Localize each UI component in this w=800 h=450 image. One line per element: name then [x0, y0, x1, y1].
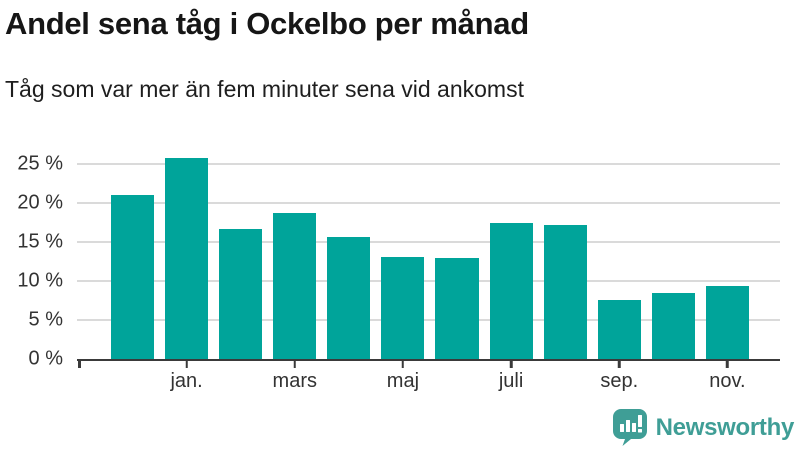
x-axis-tick-maj — [401, 361, 405, 368]
chart-subtitle: Tåg som var mer än fem minuter sena vid … — [5, 76, 524, 102]
bar-slot-juli: juli — [489, 145, 533, 392]
gridline-5 — [77, 318, 780, 321]
y-axis-label-10: 10 % — [17, 269, 63, 292]
bar-slot-maj: maj — [381, 145, 425, 392]
x-axis-tick-nov — [726, 361, 729, 368]
bar-slot-jan: jan. — [165, 145, 209, 392]
bar-slot-aug — [543, 145, 587, 359]
y-axis-label-25: 25 % — [17, 152, 63, 175]
bar-juli — [489, 223, 533, 359]
bar-slot-dec — [111, 145, 155, 359]
bar-dec — [111, 195, 155, 359]
y-axis-label-5: 5 % — [28, 308, 63, 331]
x-axis-tick-mars — [293, 361, 297, 368]
newsworthy-brand-name: Newsworthy — [655, 413, 795, 441]
bar-slot-sep: sep. — [597, 145, 641, 392]
bar-nov — [705, 286, 749, 359]
gridline-20 — [77, 201, 780, 204]
gridline-15 — [77, 240, 780, 243]
newsworthy-speech-bubble-chart-icon — [612, 409, 647, 446]
bar-feb — [219, 228, 263, 359]
x-axis-label-sep: sep. — [600, 370, 639, 392]
bar-sep — [597, 300, 641, 359]
bar-apr — [327, 237, 371, 359]
x-axis-label-maj: maj — [386, 370, 420, 392]
bar-mars — [273, 212, 317, 359]
x-axis-label-jan: jan. — [170, 370, 203, 392]
bar-juni — [435, 258, 479, 359]
bar-slot-apr — [327, 145, 371, 359]
x-axis-tick-sep — [617, 361, 621, 368]
bar-maj — [381, 257, 425, 359]
newsworthy-logo[interactable]: Newsworthy — [612, 409, 795, 446]
x-axis-origin-tick — [78, 361, 81, 368]
y-axis-label-20: 20 % — [17, 191, 63, 214]
bar-aug — [543, 224, 587, 359]
bar-slot-nov: nov. — [705, 145, 749, 392]
bar-okt — [651, 293, 695, 359]
x-axis-line — [77, 358, 780, 361]
bar-chart-plot-area: 0 % 5 % 10 % 15 % 20 % 25 % jan. mars maj juli se… — [17, 145, 780, 392]
bar-jan — [165, 158, 209, 359]
gridline-25 — [77, 162, 780, 165]
bar-slot-okt — [651, 145, 695, 359]
x-axis-label-mars: mars — [272, 370, 317, 392]
x-axis-label-juli: juli — [498, 370, 524, 392]
chart-title: Andel sena tåg i Ockelbo per månad — [5, 6, 529, 41]
x-axis-label-nov: nov. — [709, 370, 746, 392]
y-axis-label-15: 15 % — [17, 230, 63, 253]
bar-slot-feb — [219, 145, 263, 359]
bar-slot-juni — [435, 145, 479, 359]
y-axis-label-0: 0 % — [28, 347, 63, 370]
bars-layer: jan. mars maj juli sep. nov. — [80, 145, 780, 392]
gridline-10 — [77, 279, 780, 282]
x-axis-tick-jan — [185, 361, 188, 368]
bar-slot-mars: mars — [273, 145, 317, 392]
x-axis-tick-juli — [509, 361, 513, 368]
